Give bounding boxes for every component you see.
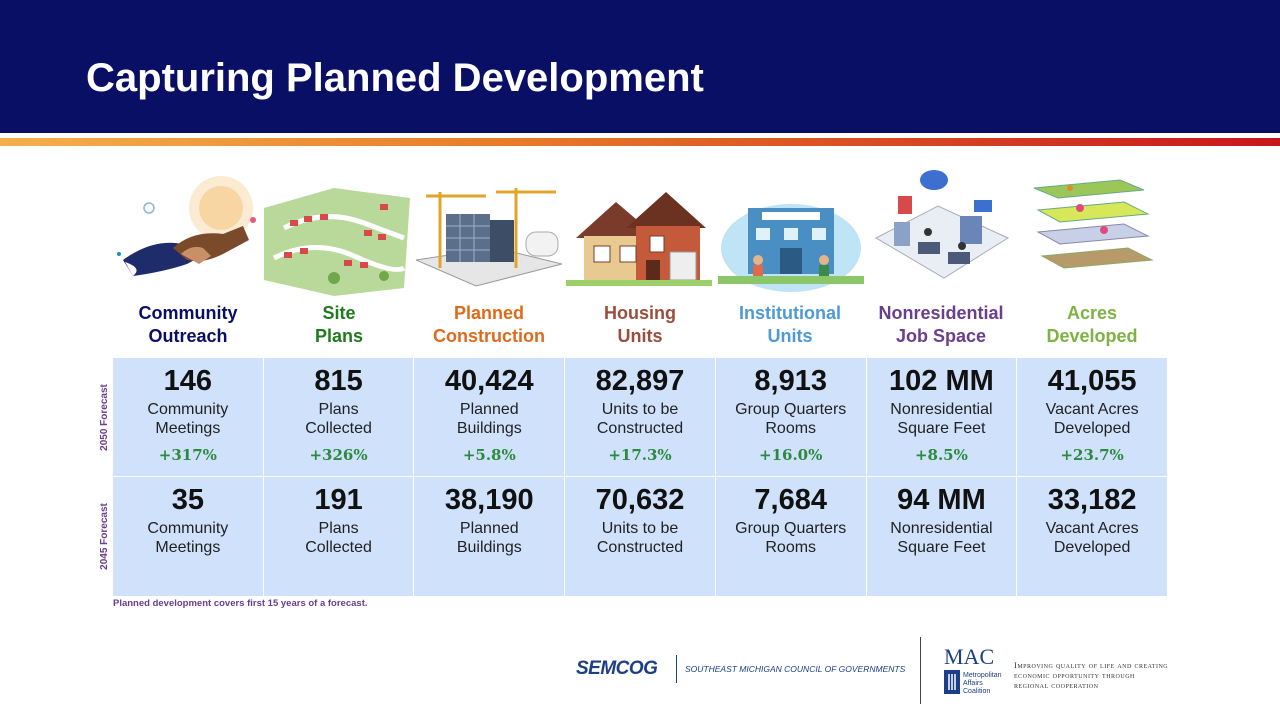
percent-change: +17.3% bbox=[608, 446, 672, 464]
divider bbox=[676, 655, 677, 683]
metric-value: 146 bbox=[163, 365, 213, 397]
metric-label: Collected bbox=[305, 539, 372, 556]
col-header-community-outreach: Community Outreach bbox=[138, 303, 238, 346]
table-cell: 191 Plans Collected bbox=[263, 477, 414, 596]
semcog-logo: SEMCOG bbox=[576, 658, 658, 679]
metric-label: Collected bbox=[305, 420, 372, 437]
metric-value: 35 bbox=[171, 484, 204, 516]
table-cell: 35 Community Meetings bbox=[113, 477, 263, 596]
page-title: Capturing Planned Development bbox=[86, 56, 704, 100]
table-cell: 102 MM Nonresidential Square Feet +8.5% bbox=[866, 358, 1017, 476]
percent-change: +16.0% bbox=[759, 446, 823, 464]
col-header-planned-construction: Planned Construction bbox=[433, 303, 545, 346]
metric-label: Plans bbox=[318, 520, 359, 537]
percent-change: +317% bbox=[158, 446, 217, 464]
svg-text:Affairs: Affairs bbox=[963, 680, 983, 687]
col-header-nonresidential-job-space: Nonresidential Job Space bbox=[878, 303, 1004, 346]
divider bbox=[0, 133, 1280, 138]
accent-stripe bbox=[0, 138, 1280, 146]
metric-label: Units to be bbox=[601, 520, 679, 537]
table-cell: 38,190 Planned Buildings bbox=[414, 477, 565, 596]
metric-label: Community bbox=[147, 520, 229, 537]
site-plan-icon bbox=[264, 188, 410, 296]
office-space-icon bbox=[874, 170, 1010, 279]
percent-change: +326% bbox=[309, 446, 368, 464]
metric-value: 815 bbox=[314, 365, 363, 397]
mac-tagline: Improving quality of life and creating e… bbox=[1014, 660, 1169, 690]
house-icon bbox=[566, 192, 712, 286]
metric-value: 94 MM bbox=[897, 484, 986, 516]
metric-label: Constructed bbox=[596, 539, 684, 556]
col-header-site-plans: Site Plans bbox=[314, 303, 364, 346]
percent-change: +5.8% bbox=[462, 446, 516, 464]
table-cell: 82,897 Units to be Constructed +17.3% bbox=[565, 358, 715, 476]
metric-label: Vacant Acres bbox=[1045, 520, 1139, 537]
metric-label: Constructed bbox=[596, 420, 684, 437]
metric-label: Buildings bbox=[456, 420, 522, 437]
metric-value: 8,913 bbox=[754, 365, 827, 397]
forecast-table: 146 Community Meetings +317% 815 Plans Collect… bbox=[113, 358, 1167, 596]
divider bbox=[920, 637, 921, 704]
metric-value: 102 MM bbox=[889, 365, 994, 397]
svg-text:Coalition: Coalition bbox=[963, 688, 990, 694]
col-header-housing-units: Housing Units bbox=[604, 303, 676, 346]
row-label-2050: 2050 Forecast bbox=[98, 383, 110, 451]
table-cell: 146 Community Meetings +317% bbox=[113, 358, 263, 476]
metric-label: Rooms bbox=[765, 539, 817, 556]
metric-value: 33,182 bbox=[1047, 484, 1137, 516]
metric-label: Square Feet bbox=[897, 420, 986, 437]
construction-icon bbox=[416, 188, 562, 287]
metric-label: Planned bbox=[459, 401, 519, 418]
table-cell: 94 MM Nonresidential Square Feet bbox=[866, 477, 1017, 596]
metric-value: 70,632 bbox=[595, 484, 685, 516]
semcog-name: SOUTHEAST MICHIGAN COUNCIL OF GOVERNMENT… bbox=[685, 664, 906, 674]
metric-label: Group Quarters bbox=[735, 520, 847, 537]
metric-label: Group Quarters bbox=[735, 401, 847, 418]
metric-label: Developed bbox=[1053, 420, 1131, 437]
svg-text:MAC: MAC bbox=[944, 646, 994, 669]
metric-label: Units to be bbox=[601, 401, 679, 418]
metric-label: Nonresidential bbox=[890, 401, 993, 418]
table-cell: 70,632 Units to be Constructed bbox=[565, 477, 715, 596]
footnote: Planned development covers first 15 year… bbox=[113, 598, 368, 609]
metric-label: Plans bbox=[318, 401, 359, 418]
mac-logo: MAC Metropolitan Affairs Coalition bbox=[944, 646, 1002, 694]
handshake-icon bbox=[117, 176, 256, 276]
metric-label: Planned bbox=[459, 520, 519, 537]
col-header-institutional-units: Institutional Units bbox=[739, 303, 841, 346]
metric-label: Nonresidential bbox=[890, 520, 993, 537]
table-cell: 40,424 Planned Buildings +5.8% bbox=[414, 358, 565, 476]
metric-value: 38,190 bbox=[444, 484, 534, 516]
percent-change: +8.5% bbox=[914, 446, 968, 464]
metric-label: Meetings bbox=[155, 420, 221, 437]
table-cell: 7,684 Group Quarters Rooms bbox=[715, 477, 866, 596]
metric-label: Rooms bbox=[765, 420, 817, 437]
table-cell: 8,913 Group Quarters Rooms +16.0% bbox=[715, 358, 866, 476]
metric-value: 82,897 bbox=[595, 365, 685, 397]
table-cell: 41,055 Vacant Acres Developed +23.7% bbox=[1017, 358, 1167, 476]
metric-label: Square Feet bbox=[897, 539, 986, 556]
metric-label: Community bbox=[147, 401, 229, 418]
svg-text:Metropolitan: Metropolitan bbox=[963, 672, 1002, 679]
metric-label: Developed bbox=[1053, 539, 1131, 556]
metric-label: Meetings bbox=[155, 539, 221, 556]
metric-value: 40,424 bbox=[444, 365, 534, 397]
metric-label: Buildings bbox=[456, 539, 522, 556]
metric-value: 7,684 bbox=[754, 484, 827, 516]
table-cell: 33,182 Vacant Acres Developed bbox=[1017, 477, 1167, 596]
metric-label: Vacant Acres bbox=[1045, 401, 1139, 418]
table-cell: 815 Plans Collected +326% bbox=[263, 358, 414, 476]
metric-value: 191 bbox=[314, 484, 363, 516]
metric-value: 41,055 bbox=[1047, 365, 1137, 397]
nursing-home-icon bbox=[718, 204, 864, 292]
map-layers-icon bbox=[1033, 179, 1154, 269]
row-label-2045: 2045 Forecast bbox=[98, 503, 110, 570]
percent-change: +23.7% bbox=[1060, 446, 1124, 464]
header-bar bbox=[0, 0, 1280, 133]
col-header-acres-developed: Acres Developed bbox=[1046, 303, 1138, 346]
